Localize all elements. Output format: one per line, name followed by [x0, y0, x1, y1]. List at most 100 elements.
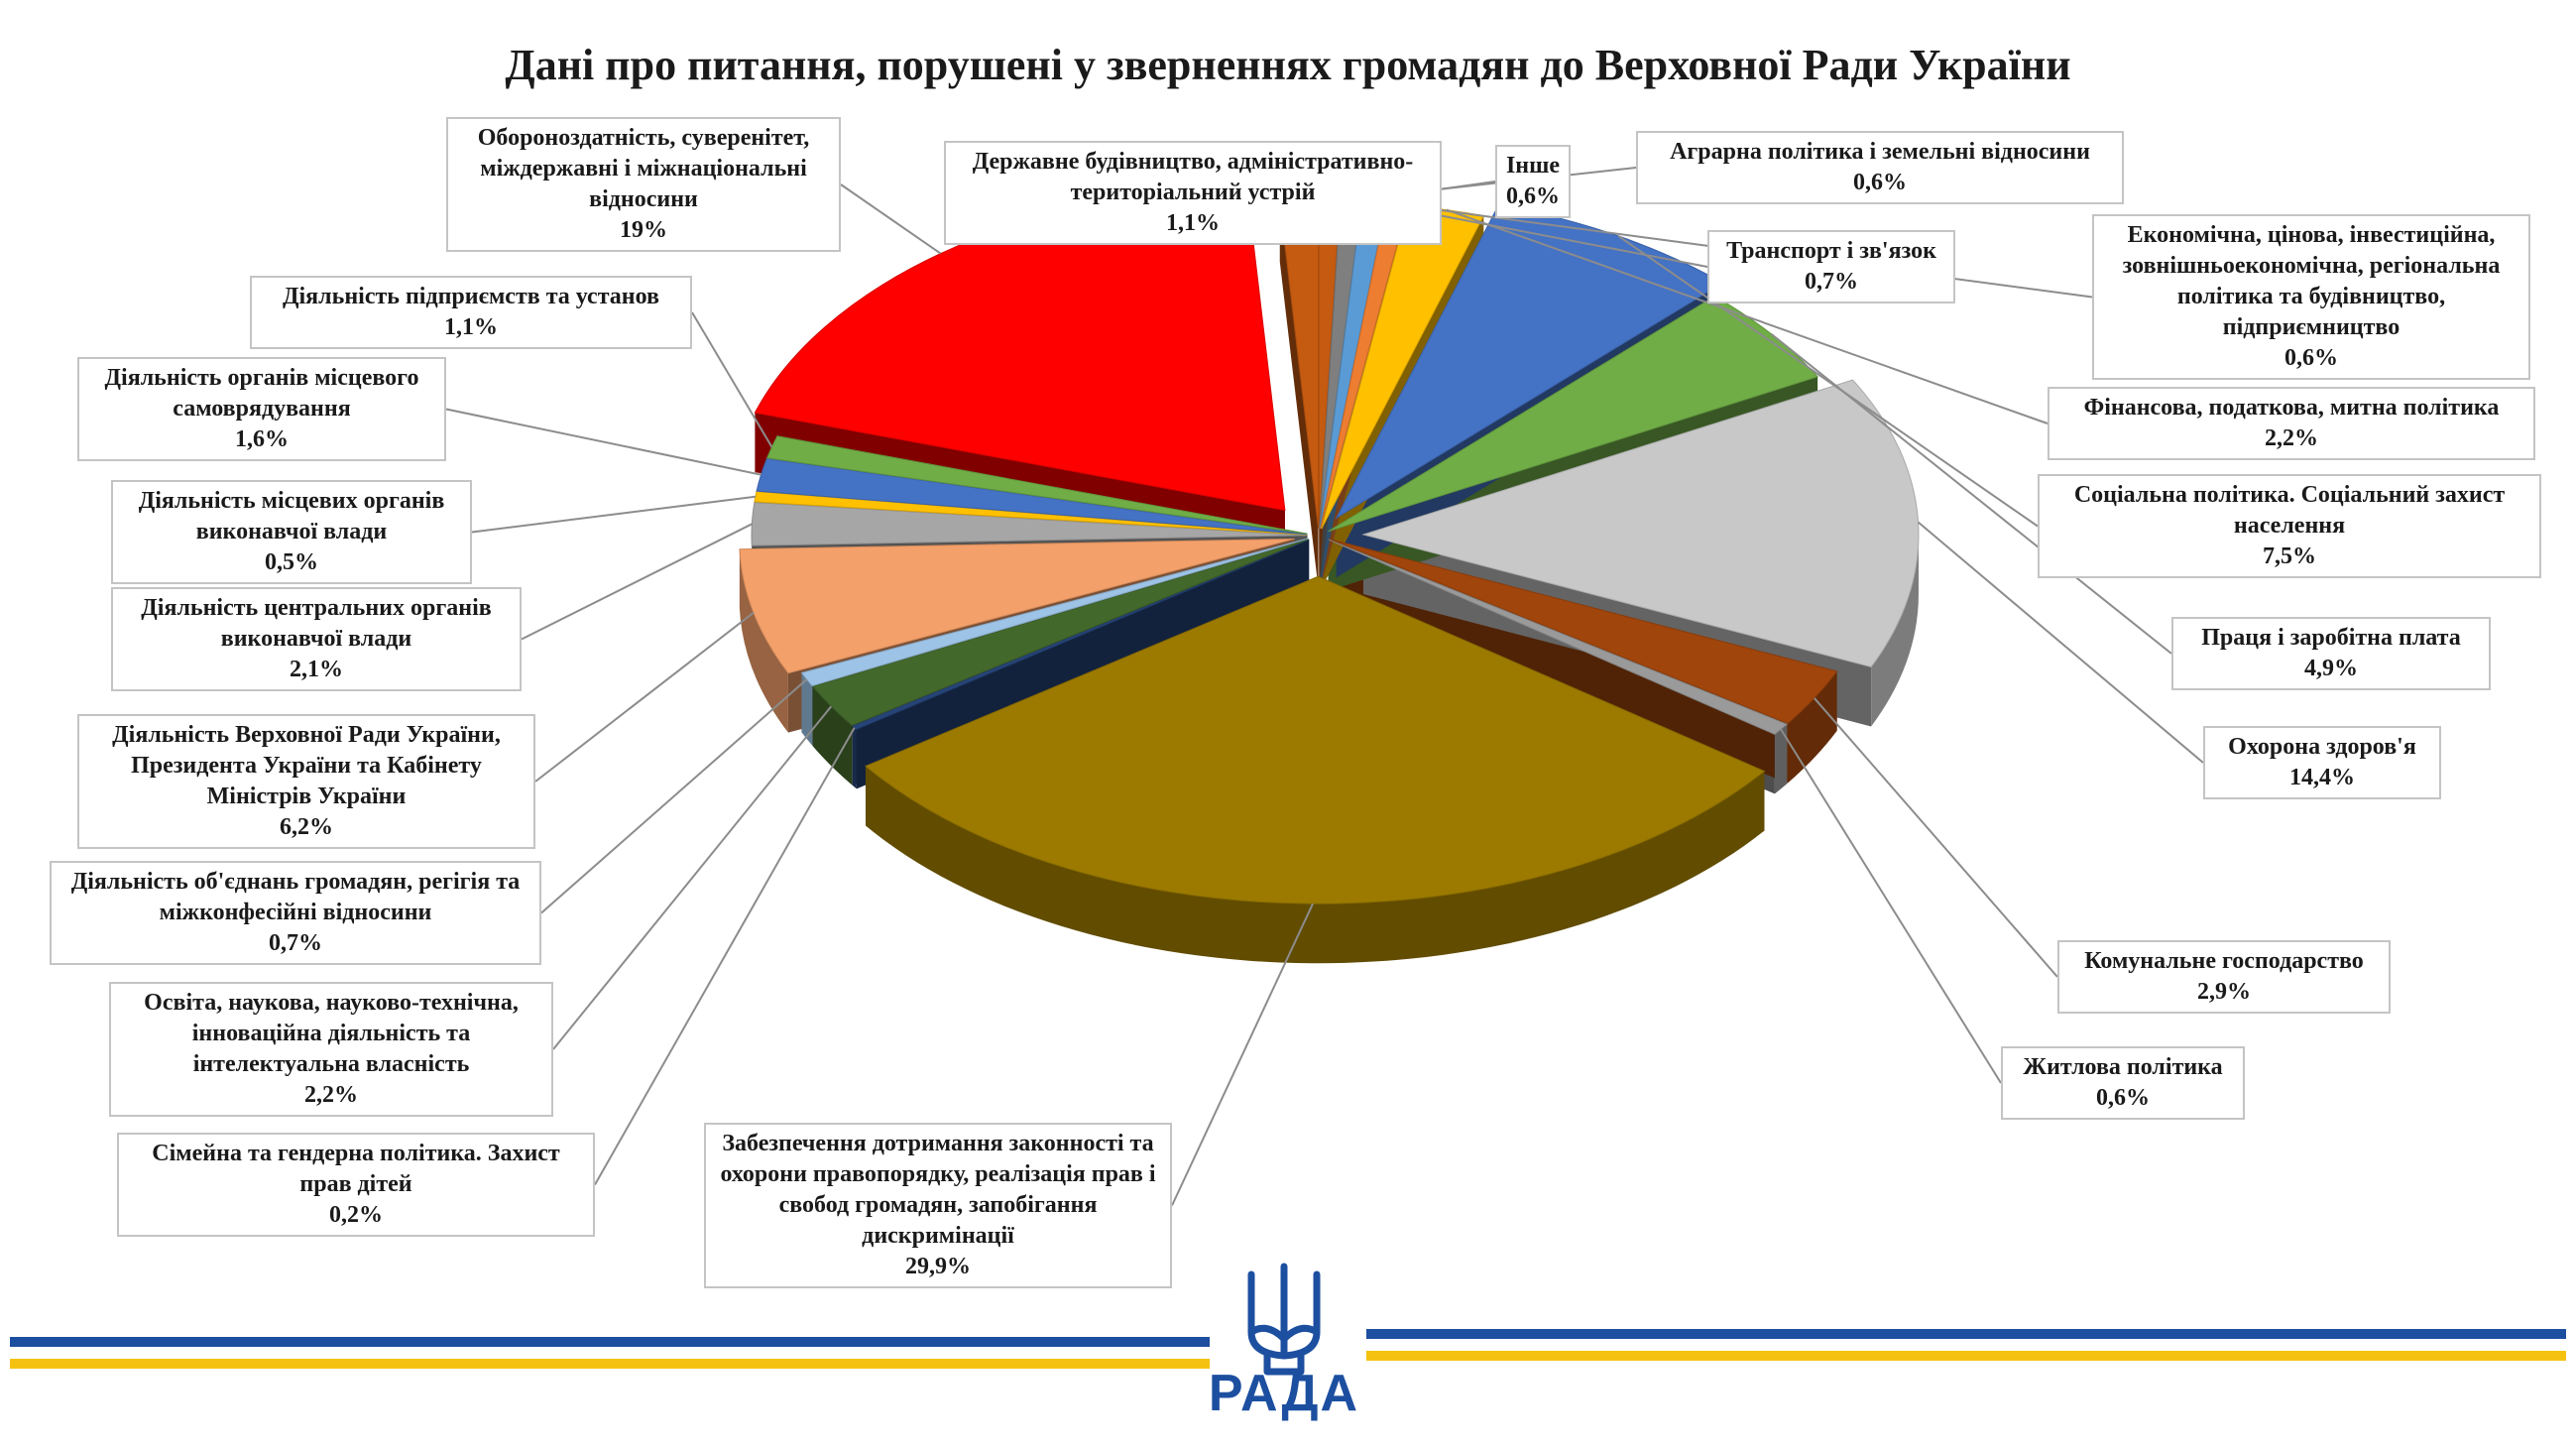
- stripe-blue-right: [1366, 1329, 2566, 1339]
- slice-label-8: Комунальне господарство 2,9%: [2057, 940, 2391, 1014]
- leader-line-16: [471, 495, 757, 534]
- slice-label-text: Охорона здоров'я: [2228, 734, 2416, 760]
- slice-label-9: Житлова політика 0,6%: [2001, 1046, 2245, 1120]
- leader-line-19: [840, 183, 942, 255]
- slice-label-text: Транспорт і зв'язок: [1726, 238, 1936, 264]
- slice-label-value: 1,1%: [1166, 210, 1220, 236]
- slice-label-4: Фінансова, податкова, митна політика 2,2%: [2048, 387, 2535, 460]
- trident-logo-icon: [1247, 1263, 1321, 1376]
- slice-label-6: Праця і заробітна плата 4,9%: [2171, 617, 2491, 690]
- slice-label-value: 7,5%: [2263, 543, 2316, 569]
- pie-slice-20: [1279, 200, 1320, 529]
- leader-line-10: [1171, 903, 1314, 1206]
- slice-label-value: 0,6%: [2284, 345, 2338, 371]
- pie-wall-11: [852, 725, 857, 789]
- pie-cut-20-0: [1279, 201, 1319, 588]
- slice-label-text: Діяльність органів місцевого самоврядува…: [104, 365, 419, 422]
- leader-line-15: [521, 523, 753, 641]
- slice-label-value: 0,6%: [1506, 183, 1560, 209]
- slice-label-value: 0,5%: [265, 549, 318, 575]
- slice-label-10: Забезпечення дотримання законності та ох…: [704, 1123, 1172, 1288]
- pie-wall-12: [812, 686, 853, 785]
- pie-slice-9: [1328, 539, 1789, 735]
- stripe-yellow-right: [1366, 1351, 2566, 1361]
- slice-label-text: Праця і заробітна плата: [2201, 625, 2461, 651]
- slice-label-text: Соціальна політика. Соціальний захист на…: [2073, 482, 2506, 539]
- leader-line-18: [691, 311, 773, 448]
- leader-line-8: [1814, 697, 2058, 978]
- slice-label-7: Охорона здоров'я 14,4%: [2203, 726, 2441, 799]
- stripe-yellow-left: [10, 1359, 1210, 1369]
- leader-line-14: [534, 611, 755, 783]
- pie-wall-13: [801, 672, 813, 746]
- slice-label-text: Діяльність об'єднань громадян, регігія т…: [70, 869, 521, 925]
- slice-label-13: Діяльність об'єднань громадян, регігія т…: [50, 861, 541, 965]
- slice-label-0: Аграрна політика і земельні відносини 0,6…: [1636, 131, 2124, 204]
- pie-slice-17: [756, 457, 1308, 536]
- slice-label-15: Діяльність центральних органів виконавчо…: [111, 587, 522, 691]
- slice-label-value: 2,2%: [2265, 425, 2318, 451]
- slice-label-16: Діяльність місцевих органів виконавчої в…: [111, 480, 472, 584]
- slice-label-text: Фінансова, податкова, митна політика: [2083, 395, 2500, 421]
- pie-wall-14: [739, 548, 788, 733]
- leader-line-11: [594, 727, 856, 1185]
- slice-label-value: 2,1%: [290, 657, 343, 682]
- slice-label-value: 0,7%: [269, 930, 322, 956]
- slice-label-value: 2,9%: [2197, 979, 2251, 1005]
- chart-title: Дані про питання, порушені у зверненнях …: [505, 41, 2071, 89]
- slice-label-14: Діяльність Верховної Ради України, Прези…: [77, 714, 535, 849]
- slice-label-value: 1,6%: [235, 426, 289, 452]
- pie-slice-13: [800, 538, 1309, 687]
- slice-label-19: Обороноздатність, суверенітет, міждержав…: [446, 117, 841, 252]
- slice-label-text: Діяльність місцевих органів виконавчої в…: [138, 488, 445, 544]
- slice-label-17: Діяльність органів місцевого самоврядува…: [77, 357, 446, 461]
- slice-label-text: Сімейна та гендерна політика. Захист пра…: [152, 1141, 560, 1197]
- leader-line-9: [1780, 728, 2002, 1084]
- slice-label-text: Державне будівництво, адміністративно-те…: [972, 149, 1414, 205]
- slice-label-11: Сімейна та гендерна політика. Захист пра…: [117, 1133, 595, 1237]
- slice-label-value: 14,4%: [2289, 765, 2355, 790]
- logo-text: РАДА: [1208, 1365, 1360, 1422]
- slice-label-value: 0,2%: [329, 1202, 383, 1228]
- slice-label-value: 29,9%: [905, 1254, 971, 1279]
- slice-label-5: Соціальна політика. Соціальний захист на…: [2038, 474, 2541, 578]
- slice-label-value: 2,2%: [304, 1082, 358, 1108]
- slice-label-value: 0,6%: [2096, 1085, 2150, 1111]
- pie-wall-8: [1787, 670, 1837, 784]
- slice-label-20: Державне будівництво, адміністративно-те…: [944, 141, 1442, 245]
- pie-wall-9: [1774, 724, 1788, 794]
- slice-label-value: 0,6%: [1853, 170, 1907, 195]
- slice-label-2: Транспорт і зв'язок 0,7%: [1707, 230, 1955, 303]
- stripe-blue-left: [10, 1337, 1210, 1347]
- pie-slice-12: [811, 539, 1309, 727]
- slice-label-text: Обороноздатність, суверенітет, міждержав…: [477, 125, 810, 212]
- leader-line-6: [1770, 333, 2172, 655]
- slice-label-value: 0,7%: [1805, 269, 1858, 295]
- slice-label-text: Освіта, наукова, науково-технічна, іннов…: [144, 990, 519, 1077]
- slice-label-12: Освіта, наукова, науково-технічна, іннов…: [109, 982, 553, 1117]
- slice-label-text: Аграрна політика і земельні відносини: [1670, 139, 2090, 165]
- leader-line-12: [552, 705, 833, 1050]
- slice-label-text: Інше: [1505, 153, 1561, 179]
- pie-wall-10: [865, 766, 1765, 964]
- slice-label-text: Забезпечення дотримання законності та ох…: [720, 1131, 1156, 1249]
- slice-label-text: Економічна, цінова, інвестиційна, зовніш…: [2122, 222, 2501, 340]
- slice-label-value: 4,9%: [2304, 656, 2358, 681]
- pie-slice-8: [1329, 538, 1838, 725]
- pie-slice-10: [865, 575, 1766, 905]
- leader-line-13: [540, 678, 808, 914]
- slice-label-1: Інше 0,6%: [1495, 145, 1571, 218]
- slice-label-text: Діяльність Верховної Ради України, Прези…: [112, 722, 501, 809]
- pie-top-faces: [739, 182, 1920, 905]
- slice-label-text: Житлова політика: [2023, 1054, 2223, 1080]
- slice-label-text: Діяльність центральних органів виконавчо…: [141, 595, 492, 652]
- leader-line-17: [445, 408, 761, 476]
- slice-label-value: 1,1%: [444, 314, 498, 340]
- slice-label-value: 6,2%: [280, 814, 333, 840]
- leader-line-5: [1617, 235, 2039, 528]
- leader-line-4: [1446, 208, 2049, 424]
- slice-label-18: Діяльність підприємств та установ 1,1%: [250, 276, 692, 349]
- slice-label-text: Комунальне господарство: [2084, 948, 2364, 974]
- slice-label-text: Діяльність підприємств та установ: [283, 284, 659, 309]
